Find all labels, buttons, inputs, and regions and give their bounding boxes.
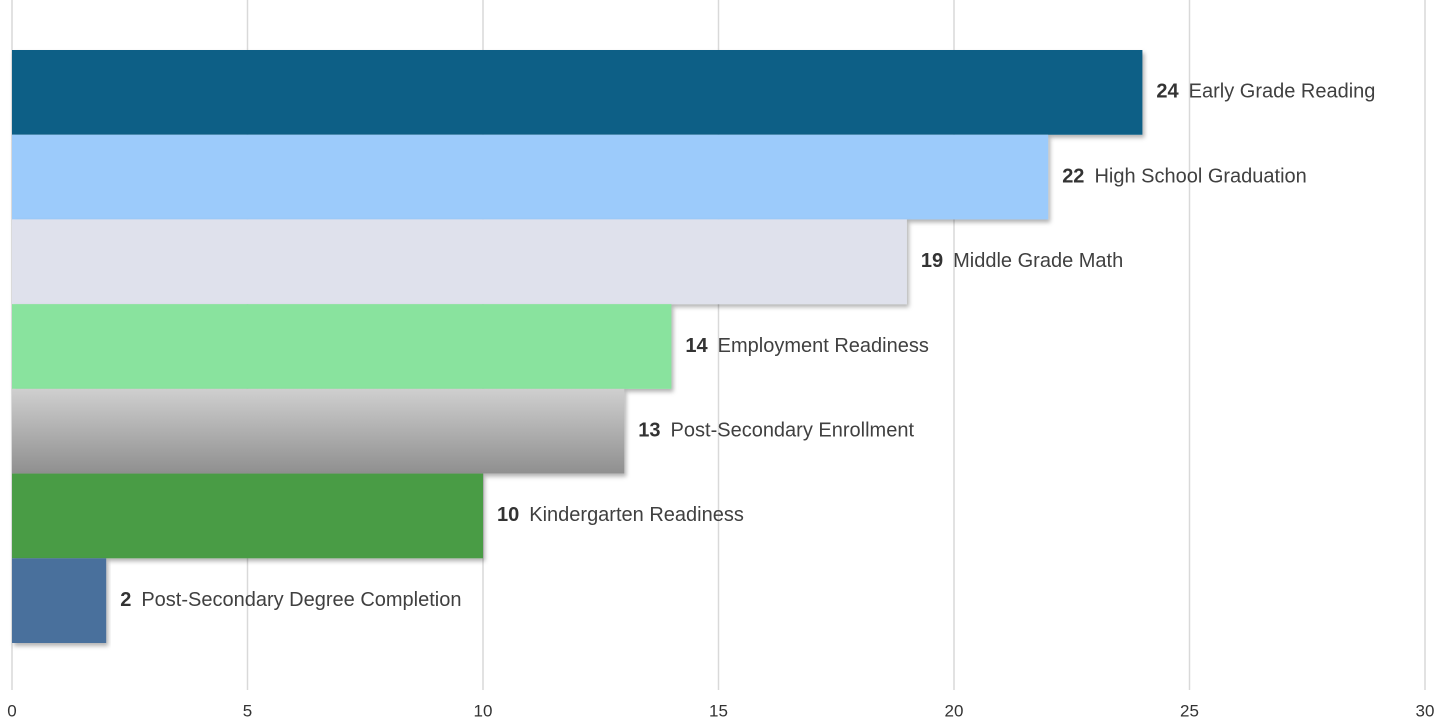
x-tick-label: 25 [1180, 701, 1199, 720]
category-label: Post-Secondary Degree Completion [141, 589, 461, 611]
x-tick-label: 10 [474, 701, 493, 720]
bar [12, 558, 107, 643]
category-label: Early Grade Reading [1189, 81, 1376, 103]
bar [12, 304, 672, 389]
bar [12, 50, 1143, 135]
x-tick-label: 15 [709, 701, 728, 720]
bar [12, 388, 625, 474]
x-tick-label: 30 [1416, 701, 1435, 720]
bar [12, 473, 483, 559]
value-label: 13 [638, 419, 660, 441]
value-label: 2 [120, 589, 131, 611]
category-label: High School Graduation [1094, 165, 1306, 187]
value-label: 14 [685, 335, 708, 357]
value-label: 22 [1062, 165, 1084, 187]
category-label: Middle Grade Math [953, 250, 1123, 272]
value-label: 10 [497, 504, 519, 526]
x-tick-label: 20 [945, 701, 964, 720]
x-tick-label: 5 [243, 701, 252, 720]
bar [12, 134, 1049, 220]
value-label: 19 [921, 250, 943, 272]
x-tick-label: 0 [7, 701, 16, 720]
bar [12, 219, 907, 305]
category-label: Kindergarten Readiness [529, 504, 744, 526]
value-label: 24 [1156, 81, 1179, 103]
category-label: Employment Readiness [718, 335, 929, 357]
category-label: Post-Secondary Enrollment [671, 419, 915, 441]
